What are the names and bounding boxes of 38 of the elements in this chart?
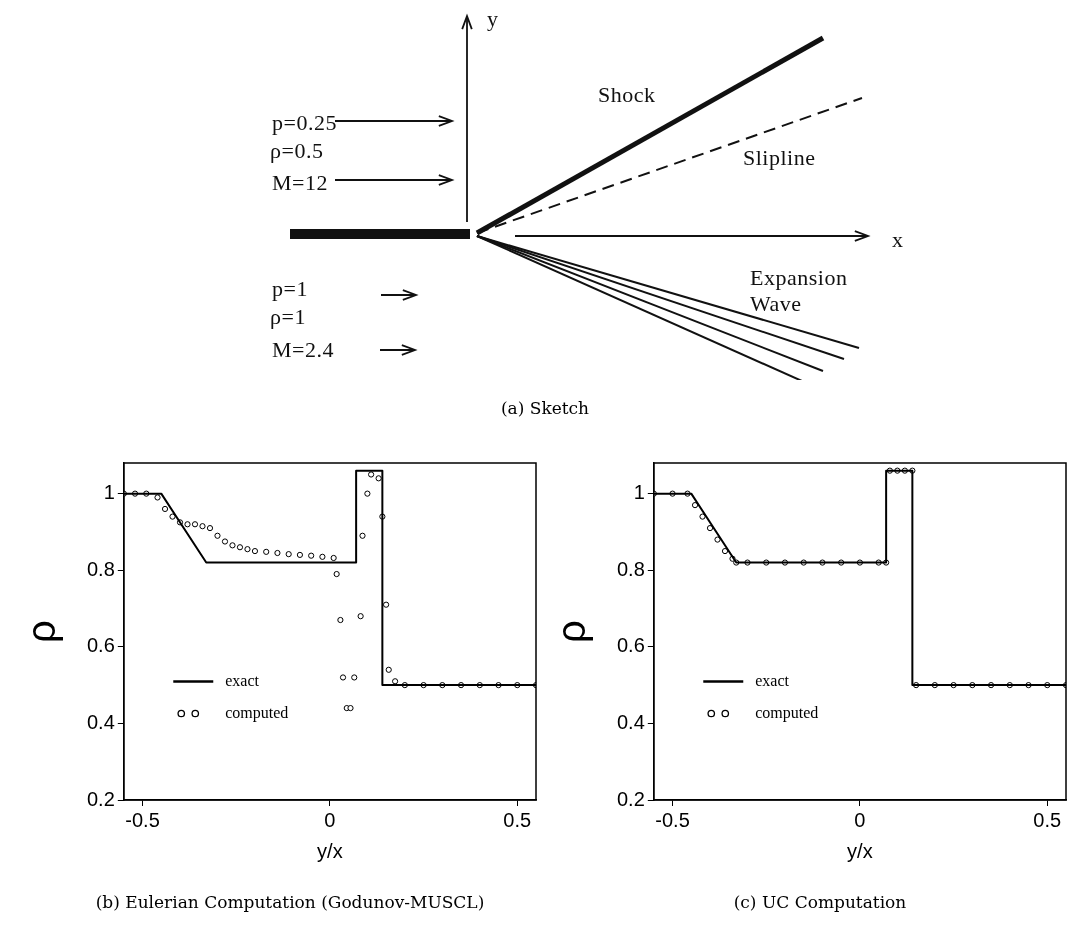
x-tick-label: 0 — [854, 808, 866, 831]
x-tick-label: -0.5 — [655, 808, 690, 831]
x-axis-title: y/x — [847, 839, 873, 862]
text: M=12 — [272, 170, 328, 195]
legend-label: exact — [755, 671, 790, 689]
text: Shock — [598, 82, 656, 107]
y-axis-title: ρ — [549, 620, 594, 643]
text: p=1 — [272, 276, 308, 301]
y-tick-label: 0.8 — [86, 557, 115, 580]
y-tick-label: 0.2 — [86, 787, 115, 810]
legend-label: exact — [225, 671, 260, 689]
text: (c) UC Computation — [732, 892, 908, 912]
text: x — [892, 227, 904, 252]
text: ρ=0.5 — [270, 138, 324, 163]
text: ρ=1 — [270, 304, 306, 329]
y-tick-label: 0.6 — [616, 634, 645, 657]
x-tick-label: 0.5 — [503, 808, 532, 831]
legend-label: computed — [755, 703, 819, 722]
text: Slipline — [743, 145, 816, 170]
text: (b) Eulerian Computation (Godunov-MUSCL) — [94, 892, 486, 912]
x-tick-label: 0 — [324, 808, 336, 831]
x-tick-label: 0.5 — [1033, 808, 1062, 831]
x-axis-title: y/x — [317, 839, 343, 862]
y-axis-title: ρ — [19, 620, 64, 643]
text: y — [487, 6, 499, 31]
y-tick-label: 0.4 — [86, 710, 115, 733]
y-tick-label: 0.8 — [616, 557, 645, 580]
text: (a) Sketch — [499, 398, 591, 418]
text: M=2.4 — [272, 337, 334, 362]
text: p=0.25 — [272, 110, 337, 135]
y-tick-label: 0.6 — [86, 634, 115, 657]
y-tick-label: 1 — [633, 481, 645, 504]
y-tick-label: 0.4 — [616, 710, 645, 733]
x-tick-label: -0.5 — [125, 808, 160, 831]
y-tick-label: 0.2 — [616, 787, 645, 810]
text: Expansion Wave — [750, 265, 848, 316]
y-tick-label: 1 — [103, 481, 115, 504]
legend-label: computed — [225, 703, 289, 722]
